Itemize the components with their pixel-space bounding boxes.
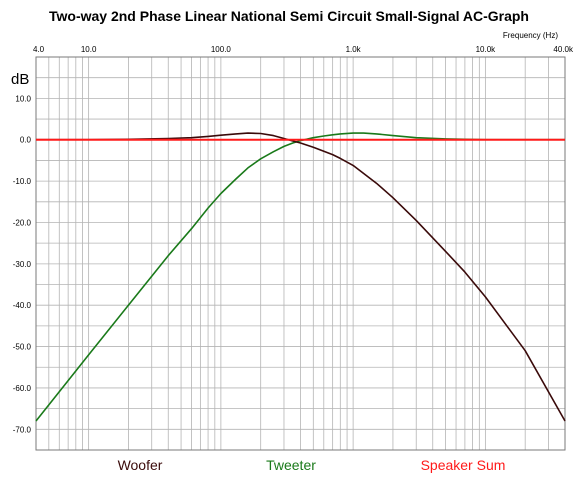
x-tick-label: 10.0 — [81, 45, 97, 54]
y-tick-label: 10.0 — [15, 94, 31, 103]
y-axis-label: dB — [11, 71, 29, 88]
y-tick-label: -70.0 — [13, 425, 32, 434]
y-tick-label: -60.0 — [13, 384, 32, 393]
y-tick-label: -50.0 — [13, 343, 32, 352]
grid — [36, 57, 565, 450]
legend-entry-speaker-sum: Speaker Sum — [421, 457, 506, 473]
x-tick-labels: 4.0 10.0 100.0 1.0k 10.0k 40.0k — [33, 45, 574, 54]
y-tick-label: -20.0 — [13, 218, 32, 227]
plot-frame — [35, 56, 566, 451]
x-axis-label: Frequency (Hz) — [503, 31, 558, 40]
y-tick-label: -40.0 — [13, 301, 32, 310]
series-line-woofer — [36, 132, 566, 422]
y-tick-label: -30.0 — [13, 260, 32, 269]
legend: Woofer Tweeter Speaker Sum — [118, 457, 506, 473]
x-tick-label: 4.0 — [33, 45, 45, 54]
y-tick-labels: 10.0 0.0 -10.0 -20.0 -30.0 -40.0 -50.0 -60.0 -70… — [13, 94, 32, 434]
x-tick-label: 100.0 — [211, 45, 232, 54]
series-lines — [35, 132, 566, 422]
chart-title: Two-way 2nd Phase Linear National Semi C… — [49, 8, 529, 24]
x-tick-label: 40.0k — [553, 45, 574, 54]
x-tick-label: 10.0k — [476, 45, 497, 54]
legend-entry-tweeter: Tweeter — [266, 457, 316, 473]
x-tick-label: 1.0k — [346, 45, 362, 54]
legend-entry-woofer: Woofer — [118, 457, 163, 473]
y-tick-label: 0.0 — [20, 136, 32, 145]
y-tick-label: -10.0 — [13, 177, 32, 186]
